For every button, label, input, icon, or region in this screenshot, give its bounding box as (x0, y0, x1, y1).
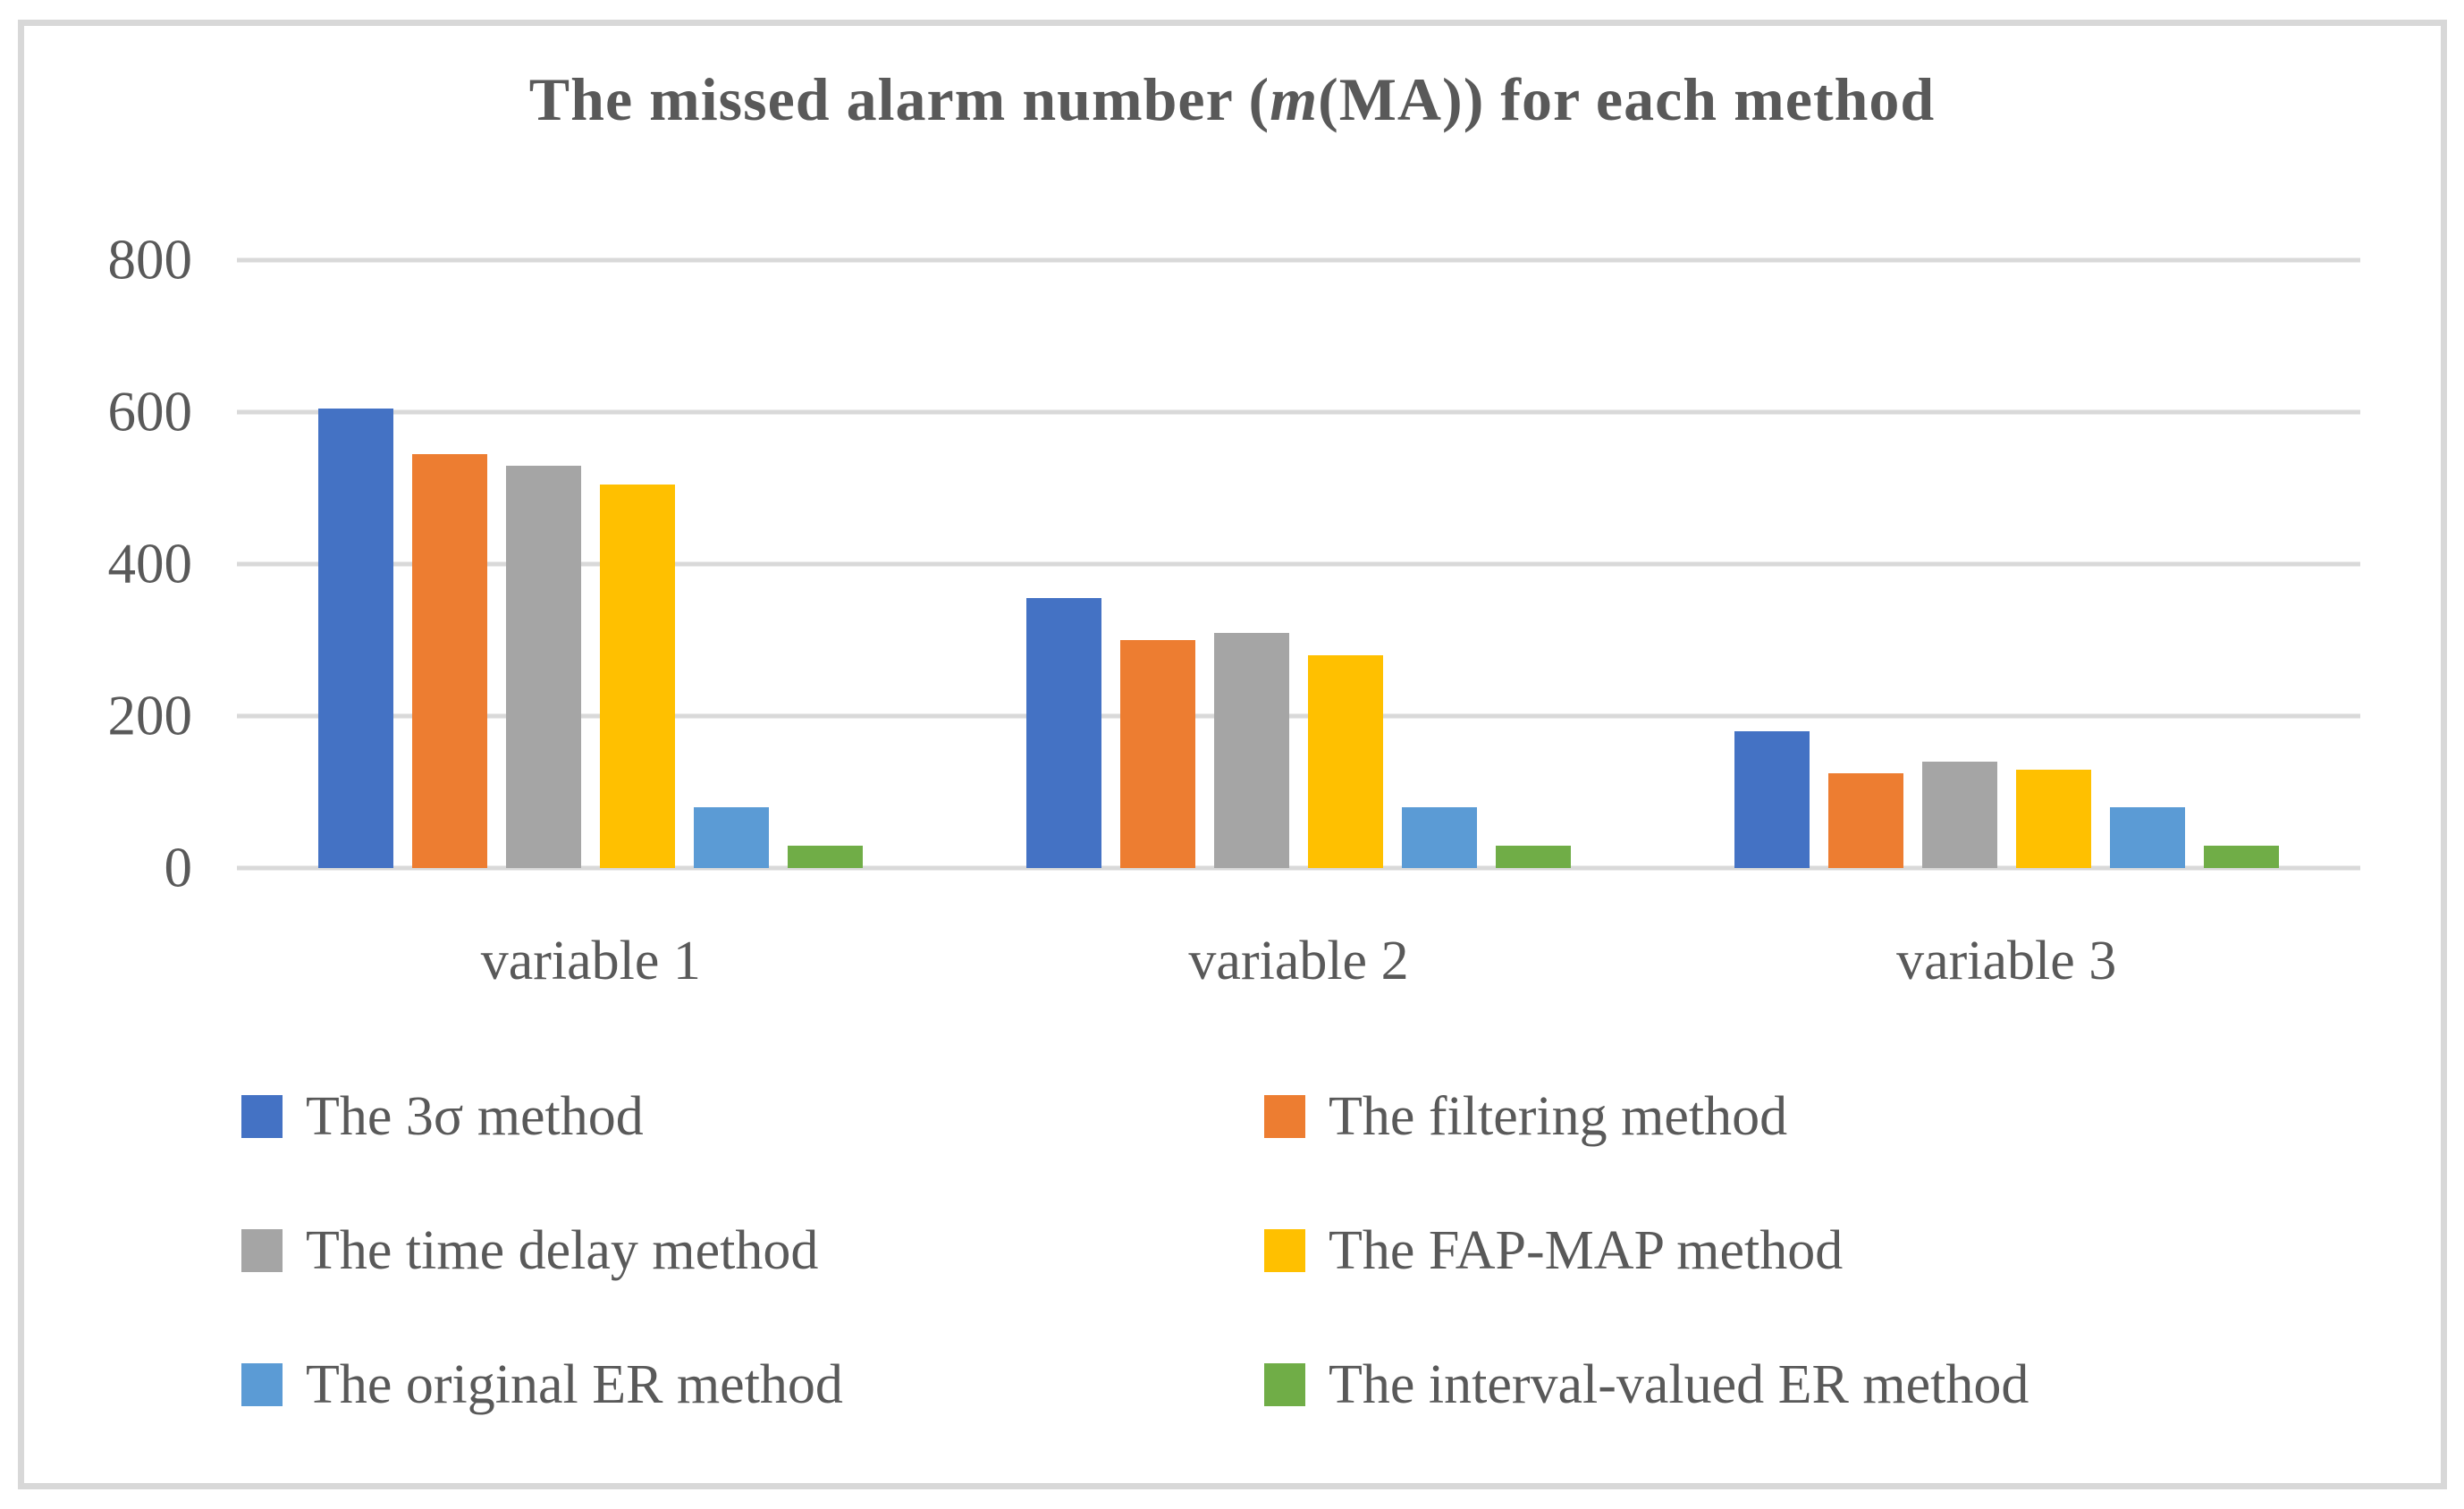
legend-label: The interval-valued ER method (1329, 1354, 2029, 1415)
bar-groups (237, 260, 2360, 868)
legend-item: The time delay method (241, 1218, 1264, 1284)
bar-group-3 (1652, 260, 2360, 868)
legend-swatch (241, 1363, 283, 1406)
legend-swatch (1264, 1229, 1305, 1272)
bar (412, 453, 488, 868)
bar-group-1 (237, 260, 945, 868)
legend: The 3σ method The filtering method The tim… (241, 1083, 2029, 1486)
bar (318, 408, 394, 868)
legend-label: The filtering method (1329, 1086, 1788, 1147)
legend-label: The FAP-MAP method (1329, 1220, 1844, 1281)
legend-item: The interval-valued ER method (1264, 1352, 2029, 1418)
legend-item: The FAP-MAP method (1264, 1218, 2029, 1284)
bar (1921, 762, 1997, 868)
bar (788, 845, 864, 868)
gridline-0 (237, 865, 2360, 871)
gridline-200 (237, 713, 2360, 719)
bar (2015, 769, 2091, 868)
x-axis-labels: variable 1 variable 2 variable 3 (237, 930, 2360, 993)
legend-swatch (1264, 1363, 1305, 1406)
legend-swatch (241, 1229, 283, 1272)
chart-title: The missed alarm number (m(MA)) for each… (0, 64, 2464, 135)
bar (1827, 772, 1903, 868)
plot-area (237, 257, 2360, 871)
bar (694, 807, 770, 868)
bar (1402, 807, 1477, 868)
legend-item: The 3σ method (241, 1083, 1264, 1150)
legend-label: The original ER method (306, 1354, 843, 1415)
x-category-label-2: variable 2 (1188, 931, 1409, 991)
legend-label: The 3σ method (306, 1086, 644, 1147)
legend-swatch (1264, 1095, 1305, 1138)
y-tick-label-0: 0 (164, 836, 193, 899)
y-axis-labels: 0 200 400 600 800 (36, 232, 193, 896)
chart-title-prefix: The missed alarm number ( (528, 65, 1270, 133)
chart-title-suffix: (MA)) for each method (1318, 65, 1936, 133)
legend-label: The time delay method (306, 1220, 819, 1281)
y-tick-label-800: 800 (107, 228, 193, 291)
y-tick-label-400: 400 (107, 532, 193, 595)
bar (506, 465, 582, 868)
legend-item: The filtering method (1264, 1083, 2029, 1150)
bar (1734, 731, 1810, 868)
legend-item: The original ER method (241, 1352, 1264, 1418)
gridline-600 (237, 409, 2360, 415)
bar (1214, 632, 1289, 868)
bar-group-2 (945, 260, 1653, 868)
bar (1308, 655, 1383, 868)
gridline-800 (237, 257, 2360, 263)
bar (2109, 807, 2185, 868)
x-category-label-3: variable 3 (1896, 931, 2117, 991)
y-tick-label-200: 200 (107, 684, 193, 747)
gridline-400 (237, 561, 2360, 567)
bar (1496, 845, 1571, 868)
x-category-label-1: variable 1 (480, 931, 701, 991)
bar (600, 484, 676, 868)
chart-title-italic-m: m (1270, 65, 1319, 133)
y-tick-label-600: 600 (107, 380, 193, 443)
bar (1026, 598, 1101, 868)
legend-swatch (241, 1095, 283, 1138)
bar (2203, 845, 2279, 868)
bar (1120, 640, 1195, 868)
